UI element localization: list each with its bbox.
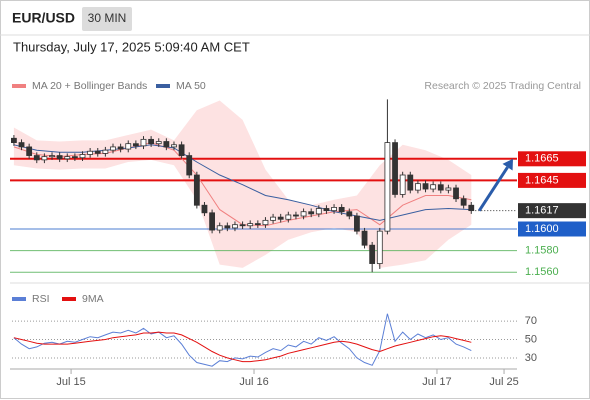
candle-body <box>193 174 200 206</box>
candle-body <box>155 141 162 145</box>
candle-body <box>300 211 307 217</box>
candle-body <box>224 225 231 229</box>
candle-body <box>407 174 414 191</box>
candle-body <box>315 208 322 215</box>
candle-body <box>186 155 193 176</box>
candle-body <box>430 184 437 190</box>
legend-swatch <box>12 84 26 88</box>
legend-swatch <box>12 297 26 301</box>
x-tick-label: Jul 25 <box>489 376 518 388</box>
x-tick-label: Jul 16 <box>239 376 268 388</box>
candle-body <box>178 144 185 156</box>
x-tick-label: Jul 17 <box>422 376 451 388</box>
legend-swatch <box>156 84 170 88</box>
candle-body <box>56 155 63 160</box>
symbol: EUR/USD <box>12 10 75 26</box>
candle-body <box>254 223 261 226</box>
level-box <box>518 172 586 188</box>
candle-body <box>132 143 139 147</box>
timestamp: Thursday, July 17, 2025 5:09:40 AM CET <box>13 39 250 54</box>
candle-body <box>415 183 421 191</box>
candle-body <box>64 156 71 160</box>
legend-label: MA 50 <box>176 80 206 92</box>
candle-body <box>110 146 116 151</box>
candle-body <box>216 225 223 231</box>
candle-body <box>18 142 25 148</box>
candle-body <box>331 206 337 212</box>
legend-label: MA 20 + Bollinger Bands <box>32 80 147 92</box>
candle-body <box>399 174 406 195</box>
forecast-arrow <box>478 166 509 212</box>
candle-body <box>79 154 86 159</box>
candle-body <box>338 206 345 213</box>
candle-body <box>277 216 284 220</box>
forecast-arrow-head <box>502 158 513 171</box>
indicator-line <box>13 331 472 363</box>
level-box <box>518 203 586 219</box>
candle-body <box>384 142 391 232</box>
candle-body <box>445 187 452 191</box>
candle-body <box>285 214 292 220</box>
level-label: 1.1560 <box>525 266 559 278</box>
candle-body <box>293 214 299 217</box>
candle-body <box>148 138 155 145</box>
level-label: 1.1665 <box>525 153 559 165</box>
candle-body <box>369 244 376 264</box>
candle-body <box>422 183 429 190</box>
candle-body <box>71 156 78 159</box>
candle-body <box>201 204 208 214</box>
candle-body <box>308 211 315 215</box>
candle-body <box>125 143 132 150</box>
level-box <box>518 151 586 167</box>
candle-body <box>262 219 269 226</box>
candle-body <box>102 149 109 154</box>
candle-body <box>247 223 254 227</box>
level-label: 1.1617 <box>525 205 559 217</box>
candle-body <box>346 211 353 217</box>
interval-label[interactable]: 30 MIN <box>88 11 127 25</box>
candle-body <box>460 198 467 206</box>
candle-body <box>468 204 475 212</box>
legend-swatch <box>62 297 76 301</box>
candle-body <box>323 208 330 212</box>
candle-body <box>171 144 177 148</box>
level-label: 1.1645 <box>525 174 559 186</box>
candle-body <box>209 212 215 231</box>
y-tick-label: 70 <box>525 315 537 327</box>
candle-body <box>117 146 124 150</box>
level-label: 1.1600 <box>525 223 559 235</box>
candle-body <box>392 142 398 195</box>
candle-body <box>140 138 147 147</box>
candle-body <box>239 224 246 227</box>
candle-body <box>26 146 33 156</box>
candle-body <box>232 224 238 229</box>
candle-body <box>270 216 276 221</box>
candle-body <box>94 150 101 154</box>
interval-button[interactable] <box>82 7 132 31</box>
x-tick-label: Jul 15 <box>56 376 85 388</box>
candle-body <box>376 230 383 264</box>
legend-label: RSI <box>32 293 50 305</box>
candle-body <box>361 230 368 246</box>
indicator-line <box>13 313 472 367</box>
candle-body <box>49 155 55 158</box>
y-tick-label: 50 <box>525 333 537 345</box>
candle-body <box>163 141 170 148</box>
candle-body <box>354 215 360 232</box>
legend-label: 9MA <box>82 293 104 305</box>
candle-body <box>453 187 459 200</box>
candle-body <box>87 150 94 155</box>
candle-body <box>11 137 17 143</box>
y-tick-label: 30 <box>525 352 537 364</box>
credit: Research © 2025 Trading Central <box>424 80 581 92</box>
level-label: 1.1580 <box>525 245 559 257</box>
candle-body <box>33 155 40 161</box>
level-box <box>518 221 586 237</box>
candle-body <box>437 184 444 191</box>
candle-body <box>41 156 48 161</box>
